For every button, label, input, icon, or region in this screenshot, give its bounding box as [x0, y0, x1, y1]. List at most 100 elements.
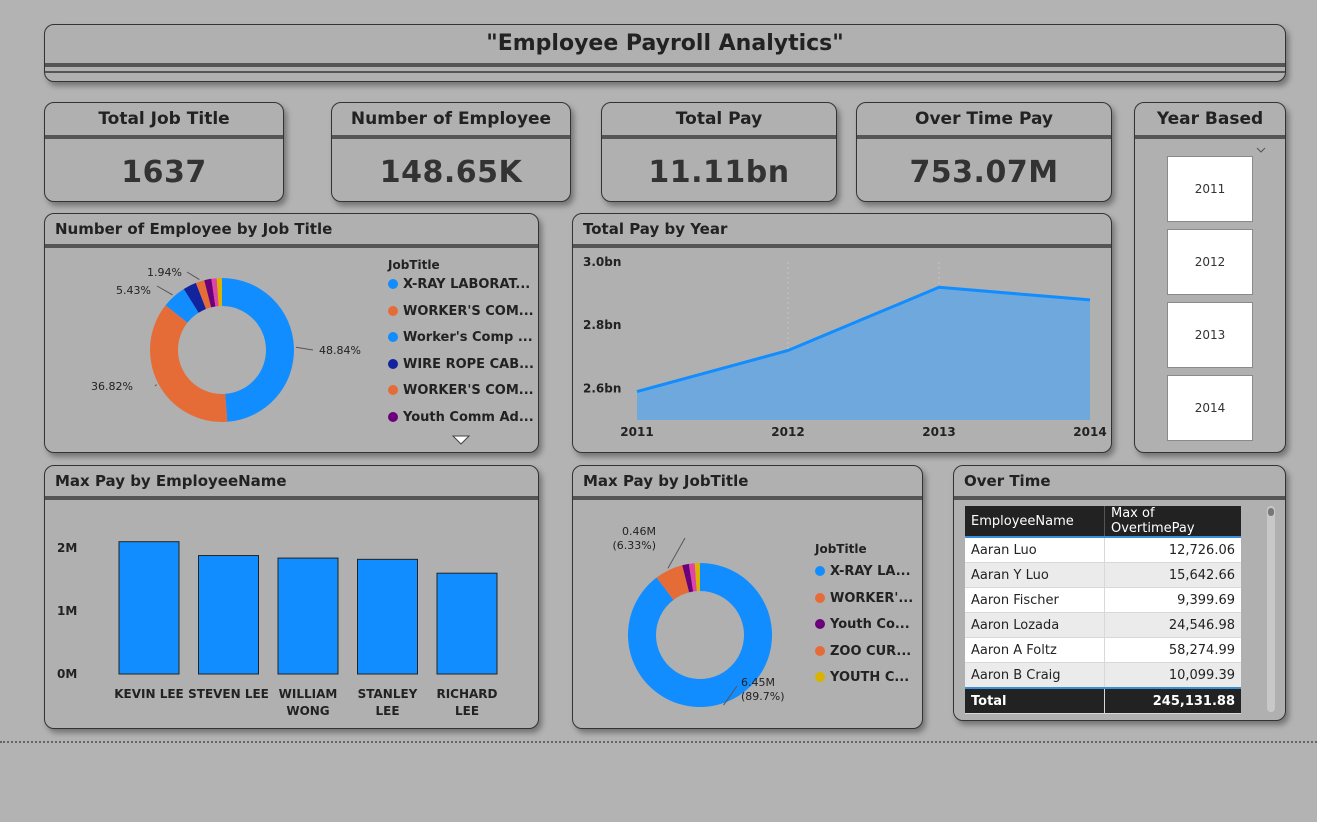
kpi-total-pay: Total Pay 11.11bn	[601, 102, 837, 202]
bar	[357, 558, 418, 675]
year-tile-2014[interactable]: 2014	[1167, 375, 1253, 441]
x-tick-label: STEVEN LEE	[188, 687, 269, 701]
vertical-scrollbar[interactable]	[1267, 506, 1275, 712]
table-row[interactable]: Aaran Y Luo 15,642.66	[965, 562, 1241, 588]
year-tile-2012[interactable]: 2012	[1167, 229, 1253, 295]
cell-value: 58,274.99	[1104, 637, 1241, 663]
kpi-value: 1637	[121, 155, 207, 190]
donut-slice	[195, 280, 212, 309]
x-tick-label: 2011	[620, 425, 653, 439]
legend-item[interactable]: WORKER'S COM...	[388, 383, 534, 398]
chevron-down-icon[interactable]	[1256, 139, 1266, 153]
cell-value: 10,099.39	[1104, 662, 1241, 689]
legend-label: WIRE ROPE CAB...	[403, 356, 534, 372]
y-tick-label: 2M	[57, 541, 77, 555]
kpi-label: Over Time Pay	[915, 109, 1053, 129]
legend-item[interactable]: X-RAY LABORAT...	[388, 277, 530, 292]
legend-swatch	[815, 592, 825, 603]
total-value: 245,131.88	[1104, 687, 1241, 714]
table-row[interactable]: Aaron B Craig 10,099.39	[965, 662, 1241, 689]
legend-swatch	[388, 411, 398, 422]
cell-name: Aaron B Craig	[965, 662, 1105, 689]
legend-label: YOUTH C...	[830, 670, 910, 685]
kpi-label: Total Pay	[675, 109, 763, 129]
column-header-employee[interactable]: EmployeeName	[965, 506, 1105, 538]
scrollbar-thumb[interactable]	[1268, 508, 1274, 516]
x-tick-label: KEVIN LEE	[114, 687, 184, 701]
title-rule	[45, 63, 1285, 67]
donut-slice	[688, 563, 697, 592]
donut-chart: 6.45M(89.7%) 0.46M(6.33%)	[612, 525, 785, 707]
chart-title: Max Pay by EmployeeName	[55, 472, 287, 490]
legend-swatch	[815, 619, 825, 629]
kpi-label: Number of Employee	[350, 109, 552, 129]
legend-item[interactable]: WIRE ROPE CAB...	[388, 357, 534, 372]
year-tile-2011[interactable]: 2011	[1167, 156, 1253, 222]
legend-item[interactable]: WORKER'S COM...	[388, 304, 534, 319]
table-row[interactable]: Aaron Lozada 24,546.98	[965, 612, 1241, 638]
bar-chart: 0M 1M 2M KEVIN LEE STEVEN LEE WILLIAM WONG STAN…	[57, 541, 498, 718]
column-header-overtime[interactable]: Max of OvertimePay	[1104, 506, 1241, 538]
table-title: Over Time	[964, 472, 1051, 490]
legend-swatch	[388, 279, 398, 289]
chart-title: Total Pay by Year	[583, 220, 728, 238]
donut-slice	[183, 282, 207, 313]
donut-slice	[150, 305, 228, 422]
donut-slice	[656, 565, 690, 600]
legend-item[interactable]: ZOO CUR...	[815, 644, 911, 659]
kpi-total-job-title: Total Job Title 1637	[44, 102, 284, 202]
legend-item[interactable]: YOUTH C...	[815, 670, 909, 685]
legend-item[interactable]: X-RAY LA...	[815, 564, 911, 579]
kpi-value: 753.07M	[909, 155, 1059, 190]
donut-slice	[628, 563, 772, 707]
legend-item[interactable]: WORKER'...	[815, 591, 913, 606]
chart-title: Max Pay by JobTitle	[583, 472, 749, 490]
donut-slice	[216, 278, 222, 307]
legend-title: JobTitle	[815, 542, 867, 556]
leader-line	[667, 537, 686, 569]
kpi-number-of-employee: Number of Employee 148.65K	[331, 102, 571, 202]
legend-label: X-RAY LABORAT...	[403, 277, 531, 292]
kpi-label: Total Job Title	[98, 109, 230, 129]
kpi-value: 148.65K	[379, 155, 523, 190]
legend-label: Worker's Comp ...	[403, 330, 533, 345]
legend-swatch	[388, 332, 398, 342]
table-row[interactable]: Aaron Fischer 9,399.69	[965, 587, 1241, 613]
cell-name: Aaron A Foltz	[965, 637, 1105, 663]
slicer-title: Year Based	[1156, 109, 1264, 129]
scroll-down-icon[interactable]	[451, 431, 471, 450]
overtime-table-wrap: EmployeeName Max of OvertimePay Aaran Lu…	[965, 506, 1241, 714]
legend-swatch	[815, 566, 825, 576]
leader-line	[723, 685, 738, 706]
legend-swatch	[388, 305, 398, 316]
bar	[277, 557, 339, 675]
area-fill	[637, 287, 1090, 420]
y-tick-label: 0M	[57, 667, 77, 681]
legend-item[interactable]: Worker's Comp ...	[388, 330, 533, 345]
legend-title: JobTitle	[388, 258, 440, 272]
cell-value: 12,726.06	[1104, 537, 1241, 563]
donut-slice	[204, 278, 216, 308]
data-label: (89.7%)	[741, 690, 785, 703]
leader-line	[295, 346, 314, 351]
table-row[interactable]: Aaran Luo 12,726.06	[965, 537, 1241, 563]
year-tile-2013[interactable]: 2013	[1167, 302, 1253, 368]
bar	[118, 541, 180, 675]
x-tick-label: 2013	[922, 425, 955, 439]
data-label: 0.46M	[622, 525, 656, 538]
table-row[interactable]: Aaron A Foltz 58,274.99	[965, 637, 1241, 663]
legend-swatch	[815, 645, 825, 656]
y-tick-label: 3.0bn	[583, 255, 621, 269]
kpi-over-time-pay: Over Time Pay 753.07M	[856, 102, 1112, 202]
donut-slice	[222, 278, 294, 422]
data-label: 1.94%	[147, 266, 182, 279]
data-label: 48.84%	[319, 344, 361, 357]
legend-item[interactable]: Youth Co...	[815, 617, 910, 632]
overtime-table-panel: Over Time EmployeeName Max of OvertimePa…	[953, 465, 1286, 721]
page-title: "Employee Payroll Analytics"	[486, 31, 844, 56]
legend-swatch	[388, 385, 398, 395]
legend-label: Youth Co...	[830, 617, 910, 632]
legend-item[interactable]: Youth Comm Ad...	[388, 410, 534, 425]
legend-label: ZOO CUR...	[830, 643, 912, 659]
overtime-table: EmployeeName Max of OvertimePay Aaran Lu…	[965, 506, 1241, 714]
